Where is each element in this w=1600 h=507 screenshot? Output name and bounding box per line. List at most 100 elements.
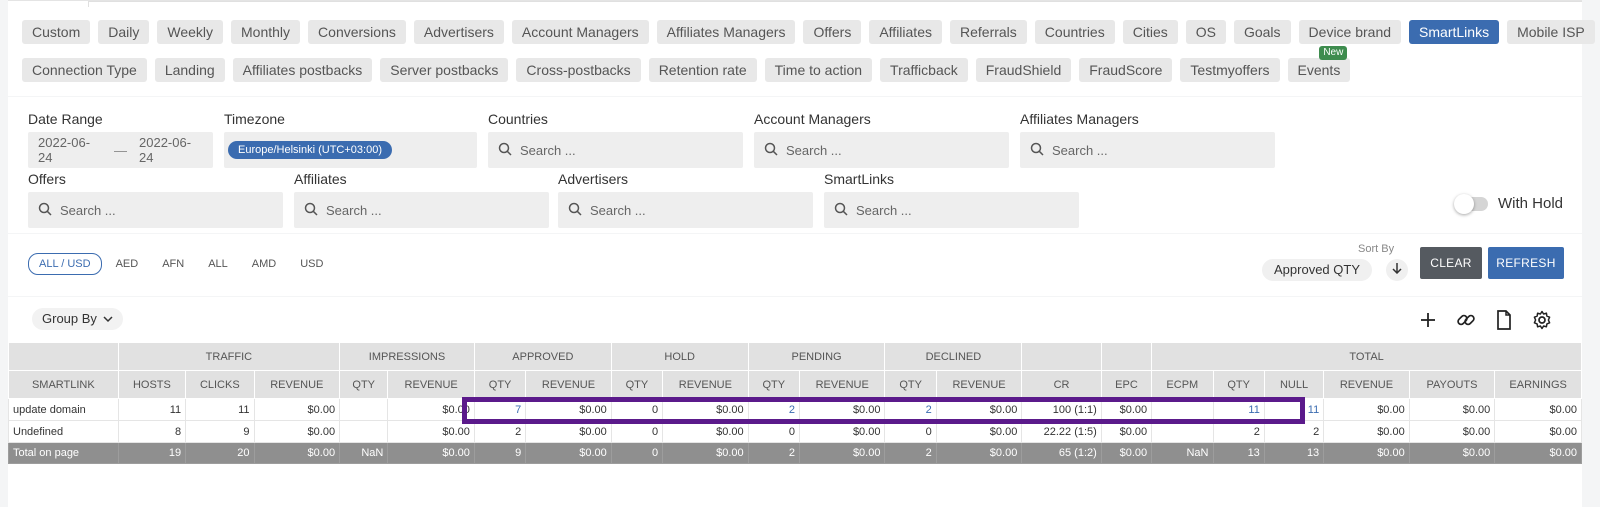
- tab-goals[interactable]: Goals: [1233, 20, 1291, 44]
- currency-all[interactable]: ALL: [208, 258, 228, 270]
- tab-weekly[interactable]: Weekly: [157, 20, 224, 44]
- column-header-epc[interactable]: EPC: [1100, 370, 1153, 399]
- tab-connection-type[interactable]: Connection Type: [22, 58, 147, 82]
- tab-countries[interactable]: Countries: [1034, 20, 1115, 44]
- column-header-hosts[interactable]: HOSTS: [117, 370, 187, 399]
- column-header-revenue[interactable]: REVENUE: [662, 370, 749, 399]
- tab-device-brand[interactable]: Device brand: [1298, 20, 1402, 44]
- clear-button[interactable]: CLEAR: [1420, 247, 1482, 279]
- total-cell: $0.00: [798, 442, 886, 464]
- report-table: TRAFFIC IMPRESSIONS APPROVED HOLD PENDING DEC…: [8, 342, 1582, 464]
- column-header-revenue[interactable]: REVENUE: [798, 370, 886, 399]
- tab-custom[interactable]: Custom: [22, 20, 91, 44]
- tab-fraudscore[interactable]: FraudScore: [1079, 58, 1173, 82]
- column-header-qty[interactable]: QTY: [1212, 370, 1265, 399]
- refresh-button[interactable]: REFRESH: [1488, 247, 1564, 279]
- advertisers-search-input[interactable]: Search ...: [558, 192, 813, 228]
- tab-affiliates-managers[interactable]: Affiliates Managers: [656, 20, 796, 44]
- affiliates-search-input[interactable]: Search ...: [294, 192, 549, 228]
- tab-affiliates-postbacks[interactable]: Affiliates postbacks: [232, 58, 373, 82]
- column-header-payouts[interactable]: PAYOUTS: [1408, 370, 1496, 399]
- group-header-declined: DECLINED: [884, 342, 1023, 371]
- file-icon[interactable]: [1492, 308, 1516, 332]
- tab-advertisers[interactable]: Advertisers: [413, 20, 504, 44]
- total-cell: NaN: [339, 442, 389, 464]
- tab-monthly[interactable]: Monthly: [231, 20, 301, 44]
- total-cell: 0: [610, 442, 664, 464]
- new-badge: New: [1319, 46, 1348, 60]
- date-from[interactable]: 2022-06-24: [38, 135, 91, 165]
- column-header-revenue[interactable]: REVENUE: [935, 370, 1023, 399]
- link-icon[interactable]: [1454, 308, 1478, 332]
- sort-direction-button[interactable]: [1386, 259, 1408, 281]
- gear-icon[interactable]: [1530, 308, 1554, 332]
- plus-icon[interactable]: [1416, 308, 1440, 332]
- tab-cross-postbacks[interactable]: Cross-postbacks: [516, 58, 641, 82]
- column-header-revenue[interactable]: REVENUE: [525, 370, 612, 399]
- column-header-clicks[interactable]: CLICKS: [185, 370, 255, 399]
- date-separator: —: [114, 142, 127, 158]
- date-range-input[interactable]: 2022-06-24 — 2022-06-24: [28, 132, 213, 168]
- column-header-qty[interactable]: QTY: [339, 370, 389, 399]
- column-header-cr[interactable]: CR: [1021, 370, 1102, 399]
- with-hold-toggle[interactable]: With Hold: [1454, 193, 1563, 214]
- group-header-impressions: IMPRESSIONS: [339, 342, 475, 371]
- tab-mobile-isp[interactable]: Mobile ISP: [1507, 20, 1595, 44]
- tab-trafficback[interactable]: Trafficback: [880, 58, 968, 82]
- total-cell: $0.00: [1323, 442, 1410, 464]
- tab-fraudshield[interactable]: FraudShield: [975, 58, 1072, 82]
- column-header-revenue[interactable]: REVENUE: [1323, 370, 1410, 399]
- timezone-chip[interactable]: Europe/Helsinki (UTC+03:00): [228, 141, 392, 159]
- sort-by-select[interactable]: Approved QTY: [1262, 259, 1372, 281]
- column-header-revenue[interactable]: REVENUE: [253, 370, 341, 399]
- tab-testmyoffers[interactable]: Testmyoffers: [1180, 58, 1280, 82]
- tab-conversions[interactable]: Conversions: [308, 20, 406, 44]
- currency-aed[interactable]: AED: [115, 258, 139, 270]
- tab-account-managers[interactable]: Account Managers: [511, 20, 649, 44]
- group-by-dropdown[interactable]: Group By: [32, 308, 123, 330]
- column-header-revenue[interactable]: REVENUE: [387, 370, 475, 399]
- total-cell: 13: [1263, 442, 1325, 464]
- with-hold-switch[interactable]: [1454, 193, 1488, 214]
- currency-amd[interactable]: AMD: [251, 258, 277, 270]
- tab-offers[interactable]: Offers: [803, 20, 862, 44]
- table-cell: $0.00: [1494, 398, 1582, 421]
- timezone-select[interactable]: Europe/Helsinki (UTC+03:00): [224, 132, 477, 168]
- column-header-qty[interactable]: QTY: [610, 370, 664, 399]
- tab-time-to-action[interactable]: Time to action: [764, 58, 873, 82]
- tab-events[interactable]: Events New: [1287, 46, 1351, 82]
- total-cell: $0.00: [387, 442, 475, 464]
- tab-cities[interactable]: Cities: [1122, 20, 1178, 44]
- column-header-null[interactable]: NULL: [1263, 370, 1325, 399]
- smartlinks-search-input[interactable]: Search ...: [824, 192, 1079, 228]
- tab-daily[interactable]: Daily: [98, 20, 150, 44]
- currency-usd[interactable]: USD: [300, 258, 324, 270]
- tab-os[interactable]: OS: [1185, 20, 1226, 44]
- tab-referrals[interactable]: Referrals: [950, 20, 1027, 44]
- tab-landing[interactable]: Landing: [154, 58, 225, 82]
- tab-smartlinks[interactable]: SmartLinks: [1409, 20, 1500, 44]
- column-header-smartlink[interactable]: SMARTLINK: [8, 370, 119, 399]
- column-header-ecpm[interactable]: ECPM: [1151, 370, 1214, 399]
- column-header-qty[interactable]: QTY: [747, 370, 800, 399]
- tab-server-postbacks[interactable]: Server postbacks: [380, 58, 509, 82]
- total-cell: 9: [473, 442, 527, 464]
- column-header-qty[interactable]: QTY: [884, 370, 937, 399]
- date-to[interactable]: 2022-06-24: [139, 135, 192, 165]
- countries-search-input[interactable]: Search ...: [488, 132, 743, 168]
- column-header-qty[interactable]: QTY: [473, 370, 527, 399]
- offers-search-input[interactable]: Search ...: [28, 192, 283, 228]
- account-managers-placeholder: Search ...: [786, 142, 842, 158]
- account-managers-search-input[interactable]: Search ...: [754, 132, 1009, 168]
- tab-affiliates[interactable]: Affiliates: [869, 20, 942, 44]
- tab-retention-rate[interactable]: Retention rate: [648, 58, 757, 82]
- currency-afn[interactable]: AFN: [162, 258, 185, 270]
- affiliates-managers-placeholder: Search ...: [1052, 142, 1108, 158]
- currency-all-usd[interactable]: ALL / USD: [28, 253, 102, 275]
- highlight-box: [462, 397, 1305, 424]
- table-cell: 11: [185, 398, 255, 421]
- table-cell: $0.00: [387, 398, 475, 421]
- total-cell: $0.00: [1494, 442, 1582, 464]
- affiliates-managers-search-input[interactable]: Search ...: [1020, 132, 1275, 168]
- column-header-earnings[interactable]: EARNINGS: [1494, 370, 1582, 399]
